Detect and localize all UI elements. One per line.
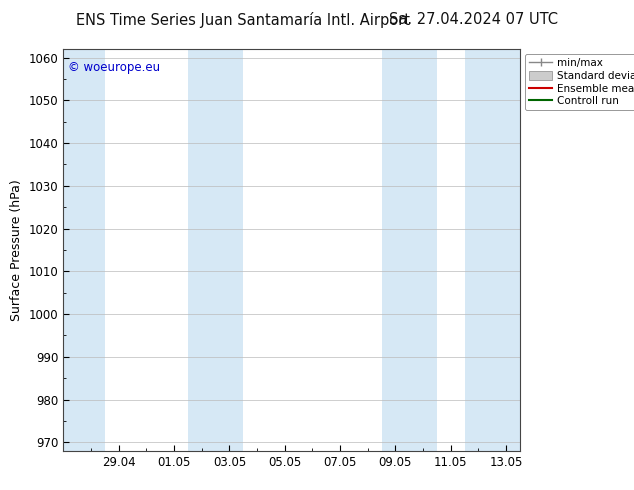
Text: ENS Time Series Juan Santamaría Intl. Airport: ENS Time Series Juan Santamaría Intl. Ai…	[76, 12, 410, 28]
Bar	[382, 49, 437, 451]
Legend: min/max, Standard deviation, Ensemble mean run, Controll run: min/max, Standard deviation, Ensemble me…	[525, 54, 634, 110]
Bar	[188, 49, 243, 451]
Text: © woeurope.eu: © woeurope.eu	[68, 61, 160, 74]
Text: Sa. 27.04.2024 07 UTC: Sa. 27.04.2024 07 UTC	[389, 12, 558, 27]
Bar	[63, 49, 105, 451]
Y-axis label: Surface Pressure (hPa): Surface Pressure (hPa)	[10, 179, 23, 321]
Bar	[465, 49, 520, 451]
